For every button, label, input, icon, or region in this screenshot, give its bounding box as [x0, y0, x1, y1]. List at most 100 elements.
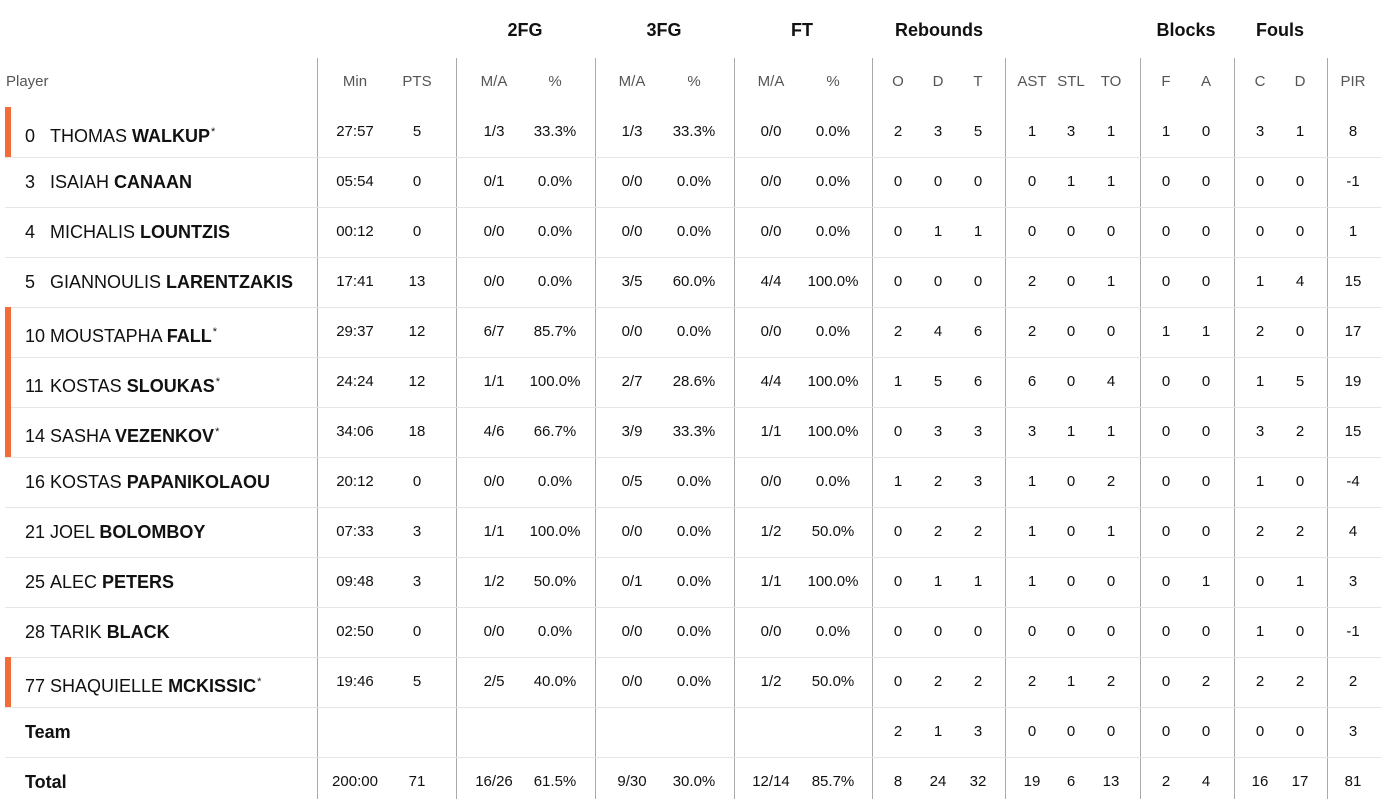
stat-reb-t: 2: [973, 673, 983, 690]
stat-3fg-ma: 0/0: [621, 223, 643, 240]
header-ft-ma: M/A: [757, 73, 785, 90]
stat-3fg-ma: 0/0: [621, 623, 643, 640]
stat-ft-ma: 4/4: [760, 373, 782, 390]
stat-ft-ma: 0/0: [760, 323, 782, 340]
stat-to: 1: [1106, 173, 1116, 190]
header-reb-d: D: [932, 73, 944, 90]
stat-ft-ma: 1/2: [760, 523, 782, 540]
stat-blk-f: 0: [1161, 223, 1171, 240]
stat-to: 1: [1106, 273, 1116, 290]
starter-asterisk: *: [211, 126, 216, 138]
stat-blk-a: 0: [1201, 423, 1211, 440]
stat-3fg-ma: 9/30: [617, 773, 647, 790]
stat-ast: 1: [1027, 573, 1037, 590]
stat-reb-o: 0: [893, 673, 903, 690]
player-name: 5 GIANNOULIS LARENTZAKIS: [25, 257, 293, 307]
player-name: 4 MICHALIS LOUNTZIS: [25, 207, 230, 257]
stat-blk-f: 0: [1161, 473, 1171, 490]
stat-reb-d: 2: [933, 473, 943, 490]
stat-foul-d: 2: [1295, 423, 1305, 440]
header-ft-pct: %: [826, 73, 840, 90]
stat-reb-t: 0: [973, 623, 983, 640]
stat-reb-t: 32: [969, 773, 987, 790]
stat-blk-f: 0: [1161, 373, 1171, 390]
player-name: 14 SASHA VEZENKOV*: [25, 407, 219, 457]
player-first-name: KOSTAS: [50, 376, 122, 396]
player-last-name: LOUNTZIS: [140, 222, 231, 242]
group-ft: FT: [791, 20, 813, 40]
header-foul-c: C: [1254, 73, 1266, 90]
stat-ft-ma: 1/1: [760, 573, 782, 590]
starter-marker: [5, 107, 11, 157]
stat-min: 200:00: [332, 773, 378, 790]
stat-blk-a: 0: [1201, 123, 1211, 140]
stat-reb-d: 1: [933, 723, 943, 740]
stat-pir: 8: [1348, 123, 1358, 140]
player-name: 77 SHAQUIELLE MCKISSIC*: [25, 657, 261, 707]
stat-foul-c: 0: [1255, 223, 1265, 240]
stat-stl: 0: [1066, 573, 1076, 590]
stat-ft-pct: 0.0%: [815, 623, 851, 640]
player-number: 3: [25, 172, 36, 192]
player-name: 3 ISAIAH CANAAN: [25, 157, 192, 207]
player-name: 16 KOSTAS PAPANIKOLAOU: [25, 457, 270, 507]
player-first-name: THOMAS: [50, 126, 128, 146]
stat-3fg-ma: 0/0: [621, 173, 643, 190]
row-separator: [5, 557, 1381, 558]
group-rebounds: Rebounds: [895, 20, 983, 40]
stat-3fg-pct: 0.0%: [676, 323, 712, 340]
player-number: 11: [25, 376, 44, 396]
stat-blk-a: 1: [1201, 323, 1211, 340]
row-separator: [5, 607, 1381, 608]
stat-2fg-pct: 0.0%: [537, 223, 573, 240]
player-last-name: MCKISSIC: [168, 676, 257, 696]
stat-foul-d: 0: [1295, 473, 1305, 490]
stat-blk-a: 4: [1201, 773, 1211, 790]
stat-3fg-ma: 0/5: [621, 473, 643, 490]
stat-blk-f: 2: [1161, 773, 1171, 790]
stat-pir: -4: [1346, 473, 1360, 490]
stat-ast: 0: [1027, 723, 1037, 740]
stat-pts: 12: [408, 373, 426, 390]
row-separator: [5, 207, 1381, 208]
player-last-name: CANAAN: [114, 172, 193, 192]
stat-ft-pct: 0.0%: [815, 173, 851, 190]
stat-ft-pct: 100.0%: [807, 373, 859, 390]
stat-blk-a: 0: [1201, 273, 1211, 290]
stat-3fg-pct: 0.0%: [676, 523, 712, 540]
stat-2fg-pct: 100.0%: [529, 373, 581, 390]
stat-2fg-ma: 2/5: [483, 673, 505, 690]
stat-pts: 5: [412, 673, 422, 690]
stat-3fg-ma: 3/9: [621, 423, 643, 440]
stat-foul-c: 0: [1255, 173, 1265, 190]
stat-3fg-ma: 0/0: [621, 673, 643, 690]
row-separator: [5, 507, 1381, 508]
stat-to: 1: [1106, 523, 1116, 540]
stat-reb-o: 2: [893, 323, 903, 340]
stat-pir: 15: [1344, 273, 1362, 290]
stat-min: 09:48: [336, 573, 374, 590]
column-divider: [595, 58, 596, 799]
stat-blk-f: 0: [1161, 573, 1171, 590]
column-divider: [1234, 58, 1235, 799]
stat-foul-d: 4: [1295, 273, 1305, 290]
row-separator: [5, 307, 1381, 308]
stat-pir: 2: [1348, 673, 1358, 690]
stat-blk-f: 0: [1161, 423, 1171, 440]
player-name: 28 TARIK BLACK: [25, 607, 170, 657]
total-row-label: Total: [25, 772, 67, 792]
stat-ast: 2: [1027, 673, 1037, 690]
stat-3fg-pct: 28.6%: [672, 373, 716, 390]
starter-asterisk: *: [215, 376, 220, 388]
stat-min: 34:06: [336, 423, 374, 440]
stat-reb-o: 2: [893, 123, 903, 140]
stat-pts: 3: [412, 523, 422, 540]
header-to: TO: [1100, 73, 1122, 90]
player-number: 16: [25, 472, 46, 492]
stat-foul-d: 1: [1295, 573, 1305, 590]
stat-2fg-ma: 0/0: [483, 473, 505, 490]
stat-foul-d: 0: [1295, 323, 1305, 340]
stat-to: 0: [1106, 623, 1116, 640]
stat-to: 2: [1106, 673, 1116, 690]
stat-foul-c: 1: [1255, 373, 1265, 390]
